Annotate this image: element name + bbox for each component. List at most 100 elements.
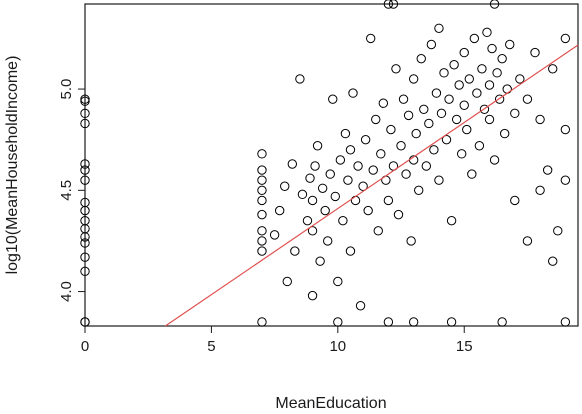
data-point <box>487 43 497 54</box>
data-point <box>80 165 90 175</box>
data-point <box>388 0 399 9</box>
data-point <box>80 94 90 104</box>
data-point <box>454 80 464 90</box>
data-point <box>510 108 520 119</box>
data-point <box>535 114 545 125</box>
data-point <box>406 236 416 246</box>
x-tick-label: 0 <box>81 338 89 355</box>
data-point <box>391 64 401 74</box>
data-point <box>378 98 389 108</box>
data-point <box>376 149 386 159</box>
data-point <box>560 175 571 185</box>
y-tick-label: 4.0 <box>58 281 75 302</box>
data-point <box>403 110 414 121</box>
data-point <box>515 74 525 84</box>
data-point <box>434 23 444 33</box>
scatter-points <box>80 0 571 327</box>
data-point <box>328 94 338 104</box>
data-point <box>325 169 335 179</box>
plot-frame <box>84 3 579 327</box>
data-point <box>80 108 90 119</box>
x-tick-label: 5 <box>207 338 215 355</box>
data-point <box>522 94 533 104</box>
data-point <box>451 114 462 125</box>
data-point <box>411 128 421 139</box>
data-point <box>363 205 373 216</box>
data-point <box>482 27 492 38</box>
data-point <box>560 317 571 327</box>
data-point <box>426 39 437 50</box>
data-point <box>459 100 469 110</box>
data-point <box>310 161 320 171</box>
data-point <box>497 317 507 327</box>
data-point <box>257 226 267 236</box>
data-point <box>408 74 419 84</box>
data-point <box>358 181 368 191</box>
data-point <box>80 238 90 248</box>
data-point <box>479 104 490 115</box>
data-point <box>459 47 469 58</box>
data-point <box>80 118 90 129</box>
data-point <box>505 39 515 50</box>
data-point <box>408 317 419 327</box>
data-point <box>396 141 406 151</box>
data-point <box>80 197 90 208</box>
data-point <box>542 165 553 175</box>
data-point <box>530 47 540 58</box>
data-point <box>80 175 90 185</box>
data-point <box>257 149 267 159</box>
data-point <box>469 33 480 44</box>
data-point <box>360 134 371 145</box>
data-point <box>467 169 477 179</box>
data-point <box>398 94 409 104</box>
data-point <box>295 74 305 84</box>
data-point <box>383 0 394 9</box>
data-point <box>340 128 351 139</box>
data-point <box>535 185 545 196</box>
x-tick-label: 15 <box>456 338 473 355</box>
data-point <box>386 124 396 135</box>
data-point <box>355 301 366 311</box>
data-point <box>449 60 459 70</box>
data-point <box>297 189 308 200</box>
data-point <box>333 317 343 327</box>
data-point <box>462 124 472 135</box>
data-point <box>365 33 376 44</box>
data-point <box>431 88 442 98</box>
data-point <box>282 276 292 287</box>
data-point <box>436 108 447 119</box>
data-point <box>257 246 267 256</box>
data-point <box>315 256 325 266</box>
x-tick-label: 10 <box>329 338 346 355</box>
data-point <box>343 175 353 185</box>
data-point <box>424 118 434 129</box>
y-tick-label: 5.0 <box>58 79 75 100</box>
data-point <box>474 141 485 151</box>
data-point <box>444 94 454 104</box>
y-axis: 4.0 4.5 5.0 <box>58 79 85 302</box>
data-point <box>257 185 267 196</box>
data-point <box>350 195 361 206</box>
data-point <box>484 114 495 125</box>
data-point <box>257 165 267 175</box>
data-point <box>317 183 328 193</box>
data-point <box>368 165 378 175</box>
x-axis-title: MeanEducation <box>275 395 386 412</box>
data-point <box>80 159 90 169</box>
data-point <box>497 53 507 64</box>
data-point <box>373 226 383 236</box>
data-point <box>320 205 330 216</box>
data-point <box>80 317 90 327</box>
data-point <box>302 215 313 226</box>
data-point <box>257 175 267 185</box>
data-point <box>421 161 432 171</box>
data-point <box>338 215 348 226</box>
data-point <box>499 128 510 139</box>
data-point <box>353 161 363 171</box>
data-point <box>489 155 500 165</box>
data-point <box>553 226 563 236</box>
data-point <box>330 191 340 202</box>
data-point <box>416 53 426 64</box>
data-point <box>257 209 267 220</box>
